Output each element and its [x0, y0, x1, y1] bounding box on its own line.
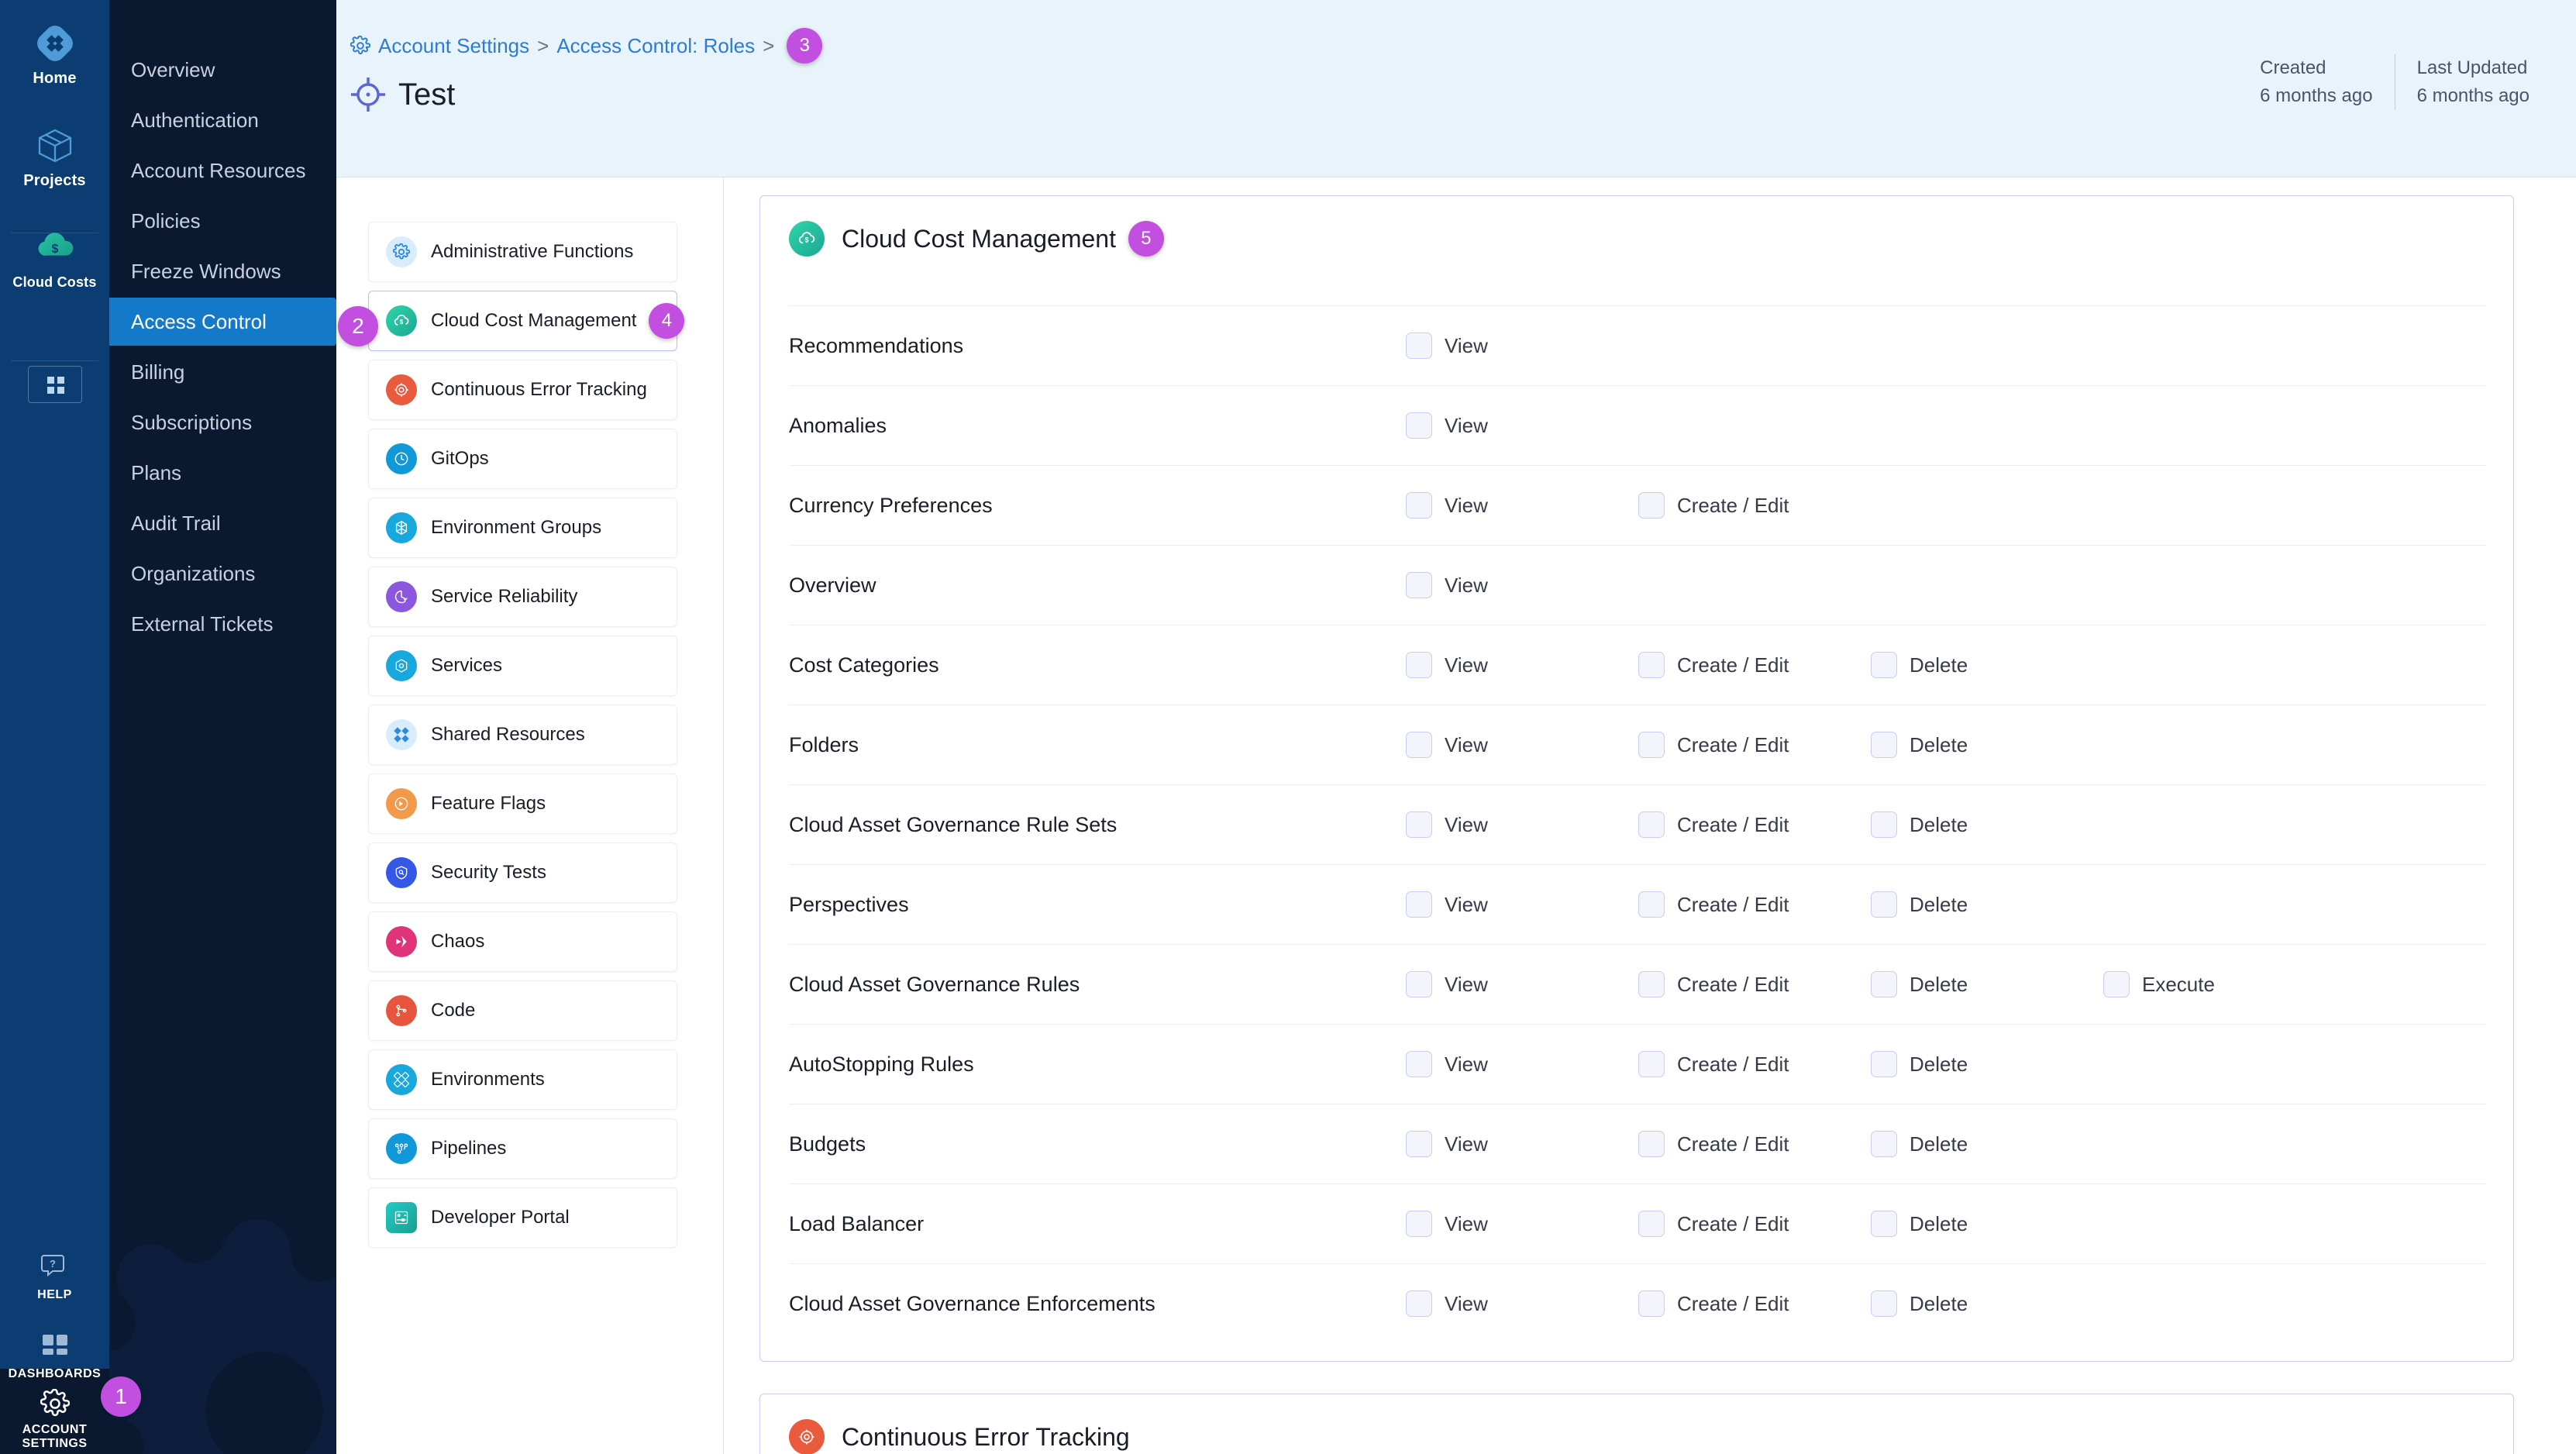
svg-text:?: ? — [50, 1258, 56, 1270]
svg-text:$: $ — [804, 236, 808, 244]
svg-text:$: $ — [400, 319, 404, 326]
svg-text:$: $ — [51, 243, 58, 256]
